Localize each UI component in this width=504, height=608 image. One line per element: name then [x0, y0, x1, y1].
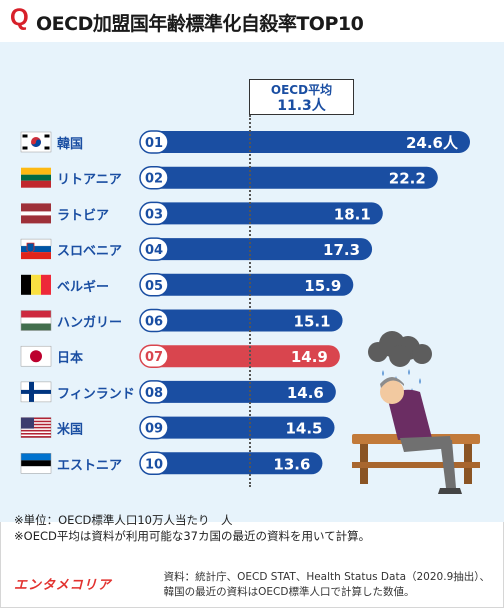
si-flag: [20, 238, 52, 260]
bar: [140, 416, 335, 439]
category-label: ハンガリー: [57, 316, 122, 331]
category-label: 日本: [57, 350, 83, 366]
bar-row: フィンランド 08 14.6: [20, 380, 336, 404]
category-label: スロベニア: [57, 244, 122, 259]
rank-label: 05: [145, 279, 163, 294]
rank-badge: [139, 201, 169, 226]
rank-label: 08: [145, 386, 163, 401]
brand-logo: エンタメコリア: [14, 578, 112, 593]
oecd-average-title: OECD平均: [270, 83, 333, 97]
category-label: 米国: [57, 422, 83, 438]
rank-label: 06: [145, 315, 163, 330]
value-label: 15.9: [304, 277, 341, 295]
bar: [140, 238, 373, 261]
kr-flag: [20, 131, 52, 153]
rank-label: 09: [145, 422, 163, 437]
bar: [140, 380, 336, 403]
category-label: リトアニア: [57, 173, 122, 188]
rank-label: 02: [145, 172, 163, 187]
rank-badge: [139, 344, 169, 368]
rank-label: 10: [145, 457, 163, 472]
bar: [140, 202, 383, 225]
bar-row: ベルギー 05 15.9: [21, 273, 354, 297]
sad-person-illustration: [352, 331, 480, 494]
bar-row: ハンガリー 06 15.1: [20, 308, 343, 333]
category-label: エストニア: [57, 458, 122, 473]
lt-flag: [21, 167, 51, 188]
oecd-average-value: 11.3人: [277, 98, 326, 114]
value-label: 14.5: [285, 420, 322, 438]
category-label: フィンランド: [57, 387, 135, 402]
bar: [140, 452, 323, 475]
bar: [140, 309, 343, 332]
value-label: 14.9: [291, 348, 328, 366]
rank-badge: [139, 308, 169, 333]
category-label: 韓国: [57, 136, 83, 152]
oecd-average-label: OECD平均 11.3人: [249, 79, 354, 115]
source-note: 資料：統計庁、OECD STAT、Health Status Data（2020…: [164, 570, 490, 600]
rank-badge: [139, 415, 169, 440]
bar: [140, 166, 438, 189]
rank-label: 03: [145, 207, 163, 222]
be-flag: [21, 274, 51, 295]
bar-row: ラトビア 03 18.1: [21, 201, 383, 226]
bar-row: エストニア 10 13.6: [20, 451, 323, 476]
rank-badge: [139, 451, 169, 476]
hu-flag: [20, 310, 52, 331]
chart-title: OECD加盟国年齢標準化自殺率TOP10: [36, 13, 364, 35]
bar: [140, 273, 354, 296]
value-label: 13.6: [273, 455, 310, 473]
rank-label: 01: [145, 136, 163, 151]
bar-row: 米国 09 14.5: [20, 415, 335, 440]
rank-badge: [139, 380, 169, 404]
bar: [140, 345, 340, 368]
oecd-average-line: [249, 115, 251, 487]
fi-flag: [20, 381, 52, 403]
source-line-2: 韓国の最近の資料はOECD標準人口で計算した数値。: [163, 586, 415, 598]
person-figure: [380, 377, 462, 494]
category-label: ベルギー: [57, 279, 109, 295]
lv-flag: [21, 203, 51, 224]
footnote-average: ※OECD平均は資料が利用可能な37カ国の最近の資料を用いて計算。: [14, 529, 371, 543]
value-label: 24.6人: [406, 134, 459, 152]
value-label: 22.2: [389, 170, 426, 188]
header: Q OECD加盟国年齢標準化自殺率TOP10: [0, 0, 504, 42]
source-line-1: 資料：統計庁、OECD STAT、Health Status Data（2020…: [163, 571, 490, 583]
value-label: 18.1: [334, 205, 371, 223]
rank-badge: [139, 165, 169, 190]
value-label: 17.3: [323, 241, 360, 259]
footnotes: ※単位：OECD標準人口10万人当たり 人 ※OECD平均は資料が利用可能な37…: [14, 512, 370, 544]
jp-flag: [20, 345, 52, 367]
question-mark-badge: Q: [10, 4, 29, 31]
rain-cloud-icon: [368, 331, 432, 394]
bar-row: 日本 07 14.9: [20, 344, 340, 368]
value-label: 14.6: [287, 384, 324, 402]
rank-badge: [139, 237, 169, 261]
bar-row: リトアニア 02 22.2: [21, 165, 438, 190]
bar-row: 韓国 01 24.6人: [20, 130, 470, 154]
rank-badge: [139, 130, 169, 154]
value-label: 15.1: [294, 313, 331, 331]
bar-row: スロベニア 04 17.3: [20, 237, 373, 261]
us-flag: [20, 417, 52, 438]
category-label: ラトビア: [57, 207, 109, 223]
footnote-unit: ※単位：OECD標準人口10万人当たり 人: [14, 513, 233, 527]
bar: [140, 131, 470, 153]
rank-label: 07: [145, 350, 163, 365]
rank-label: 04: [145, 243, 163, 258]
ee-flag: [20, 453, 52, 474]
rank-badge: [139, 273, 169, 297]
